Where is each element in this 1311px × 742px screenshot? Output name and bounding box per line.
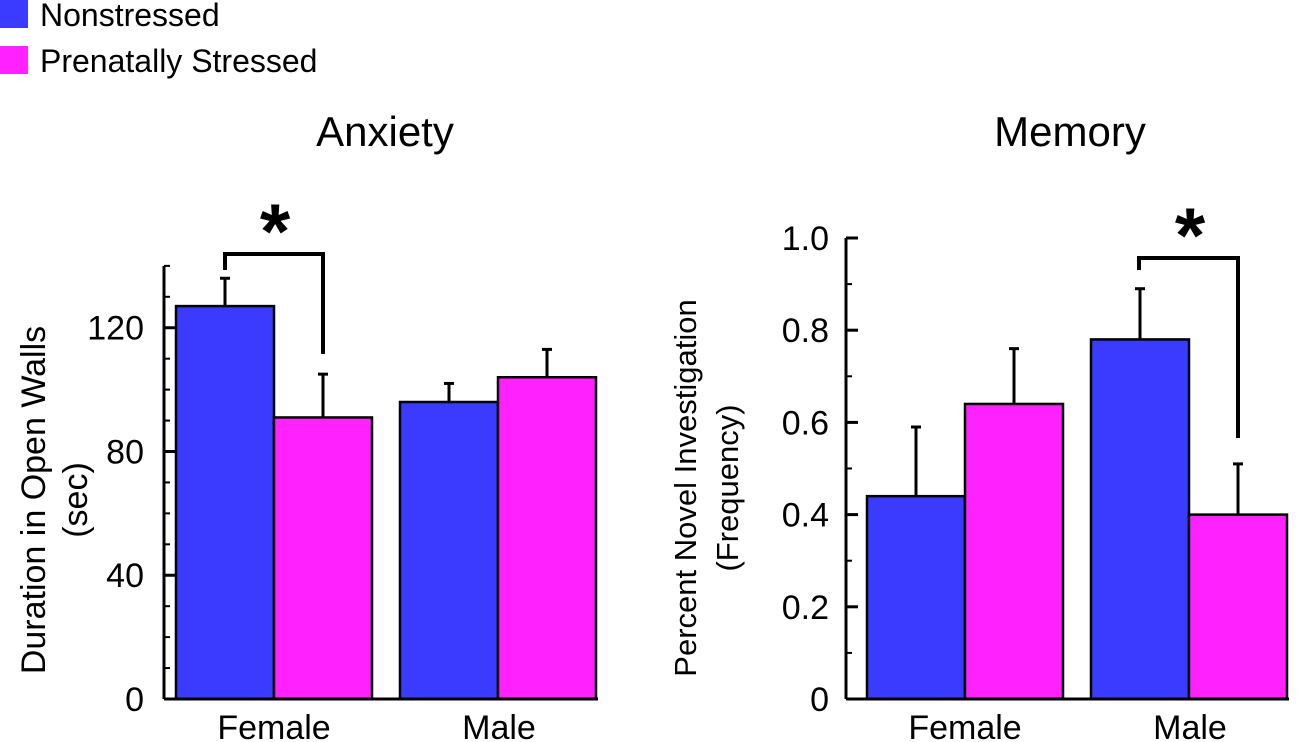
memory-xtick-male: Male bbox=[1153, 709, 1227, 742]
memory-bar-female-nonstressed bbox=[865, 494, 967, 701]
legend-swatch-prenatally-stressed bbox=[0, 46, 28, 74]
anxiety-significance-bracket: * bbox=[223, 187, 325, 354]
memory-xtick-female: Female bbox=[908, 709, 1021, 742]
legend-label-nonstressed: Nonstressed bbox=[40, 0, 220, 33]
anxiety-bars bbox=[164, 276, 598, 701]
legend: Nonstressed Prenatally Stressed bbox=[0, 0, 317, 79]
memory-bar-female-prenatally-stressed bbox=[963, 402, 1065, 701]
anxiety-bracket-line bbox=[223, 252, 325, 354]
memory-significance-bracket: * bbox=[1137, 191, 1240, 438]
anxiety-xtick-female: Female bbox=[217, 709, 330, 742]
memory-ytick-label: 0.6 bbox=[782, 404, 829, 442]
anxiety-bar-male-nonstressed bbox=[398, 400, 500, 701]
memory-y-axis: 0 0.2 0.4 0.6 0.8 1.0 bbox=[782, 220, 858, 719]
memory-bar-male-prenatally-stressed bbox=[1187, 513, 1289, 701]
memory-significance-star: * bbox=[1175, 191, 1206, 279]
memory-ytick-label: 0 bbox=[810, 681, 829, 719]
anxiety-ylabel-unit: (sec) bbox=[57, 462, 95, 538]
memory-ytick-label: 0.8 bbox=[782, 312, 829, 350]
memory-bracket-line bbox=[1137, 256, 1240, 438]
memory-title: Memory bbox=[994, 108, 1146, 155]
anxiety-significance-star: * bbox=[260, 187, 291, 275]
memory-ylabel: Percent Novel Investigation bbox=[668, 299, 703, 676]
memory-ylabel-unit: (Frequency) bbox=[710, 404, 745, 571]
anxiety-ytick-label: 120 bbox=[87, 310, 144, 348]
anxiety-chart: Anxiety Duration in Open Walls (sec) 0 40… bbox=[15, 108, 598, 742]
anxiety-ytick-label: 0 bbox=[125, 681, 144, 719]
anxiety-bar-female-prenatally-stressed bbox=[272, 416, 374, 701]
anxiety-xtick-male: Male bbox=[462, 709, 536, 742]
legend-swatch-nonstressed bbox=[0, 0, 28, 28]
memory-ytick-label: 0.4 bbox=[782, 497, 829, 535]
anxiety-title: Anxiety bbox=[316, 108, 454, 155]
anxiety-ytick-label: 80 bbox=[106, 433, 144, 471]
memory-bars bbox=[846, 287, 1289, 701]
anxiety-ytick-label: 40 bbox=[106, 557, 144, 595]
memory-chart: Memory Percent Novel Investigation (Freq… bbox=[668, 108, 1289, 742]
legend-label-prenatally-stressed: Prenatally Stressed bbox=[40, 43, 317, 79]
anxiety-y-axis: 0 40 80 120 bbox=[87, 264, 176, 719]
memory-bar-male-nonstressed bbox=[1089, 338, 1191, 701]
anxiety-ylabel: Duration in Open Walls bbox=[15, 326, 53, 674]
memory-ytick-label: 1.0 bbox=[782, 220, 829, 258]
memory-ytick-label: 0.2 bbox=[782, 589, 829, 627]
anxiety-bar-male-prenatally-stressed bbox=[496, 375, 598, 701]
anxiety-bar-female-nonstressed bbox=[174, 304, 276, 701]
